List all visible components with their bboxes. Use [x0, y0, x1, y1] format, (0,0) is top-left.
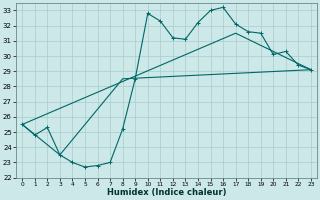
X-axis label: Humidex (Indice chaleur): Humidex (Indice chaleur) [107, 188, 226, 197]
